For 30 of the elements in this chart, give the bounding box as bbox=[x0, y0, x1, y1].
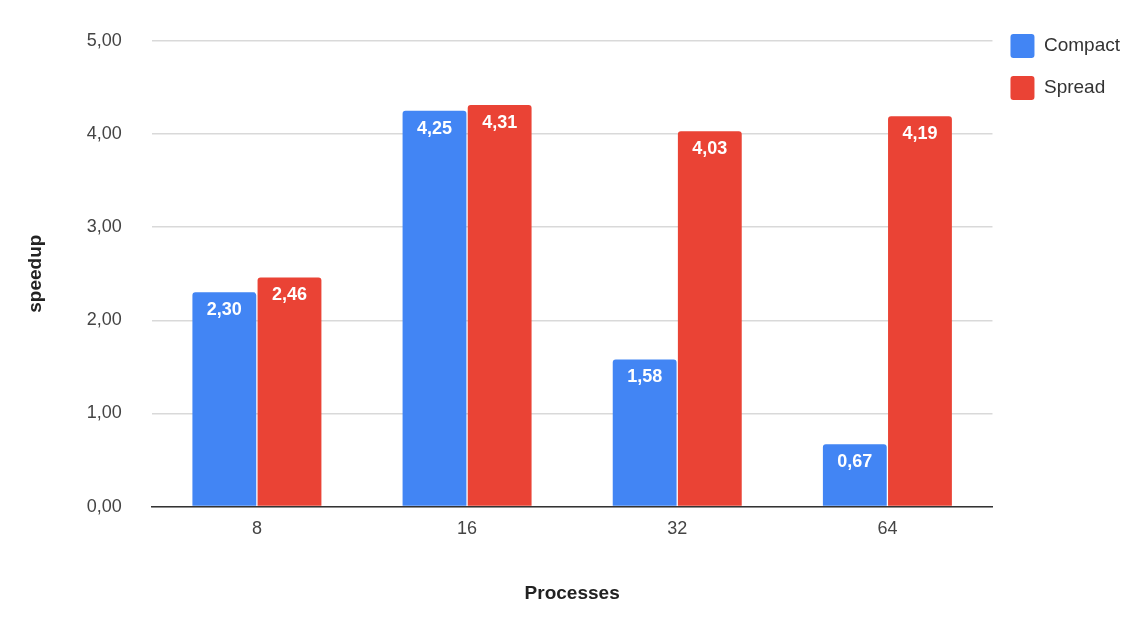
bar bbox=[467, 105, 532, 506]
data-label: 2,46 bbox=[271, 284, 308, 305]
bar bbox=[257, 277, 322, 506]
bar bbox=[677, 131, 742, 506]
bar bbox=[402, 110, 467, 506]
data-label: 2,30 bbox=[206, 299, 242, 320]
y-tick-label: 5,00 bbox=[86, 29, 122, 50]
x-tick-label: 32 bbox=[667, 518, 688, 539]
bar bbox=[822, 444, 887, 506]
legend-label: Spread bbox=[1043, 76, 1106, 98]
y-tick-label: 1,00 bbox=[86, 402, 122, 423]
legend-label: Compact bbox=[1043, 34, 1121, 56]
data-label: 1,58 bbox=[627, 366, 663, 387]
y-tick-label: 0,00 bbox=[86, 495, 122, 516]
x-tick-label: 8 bbox=[251, 518, 262, 539]
data-label: 4,25 bbox=[416, 117, 453, 138]
bar bbox=[888, 116, 952, 506]
data-label: 0,67 bbox=[837, 451, 873, 472]
x-axis-title: Processes bbox=[524, 581, 620, 603]
data-label: 4,19 bbox=[902, 123, 938, 144]
y-tick-label: 2,00 bbox=[86, 309, 122, 330]
y-axis-title: speedup bbox=[23, 234, 45, 313]
x-tick-label: 16 bbox=[457, 518, 478, 539]
data-label: 4,31 bbox=[482, 112, 518, 133]
x-tick-label: 64 bbox=[877, 518, 898, 539]
y-tick-label: 4,00 bbox=[86, 122, 122, 143]
y-tick-label: 3,00 bbox=[86, 216, 122, 237]
bar bbox=[192, 292, 257, 506]
bar bbox=[612, 359, 677, 506]
data-label: 4,03 bbox=[692, 138, 728, 159]
